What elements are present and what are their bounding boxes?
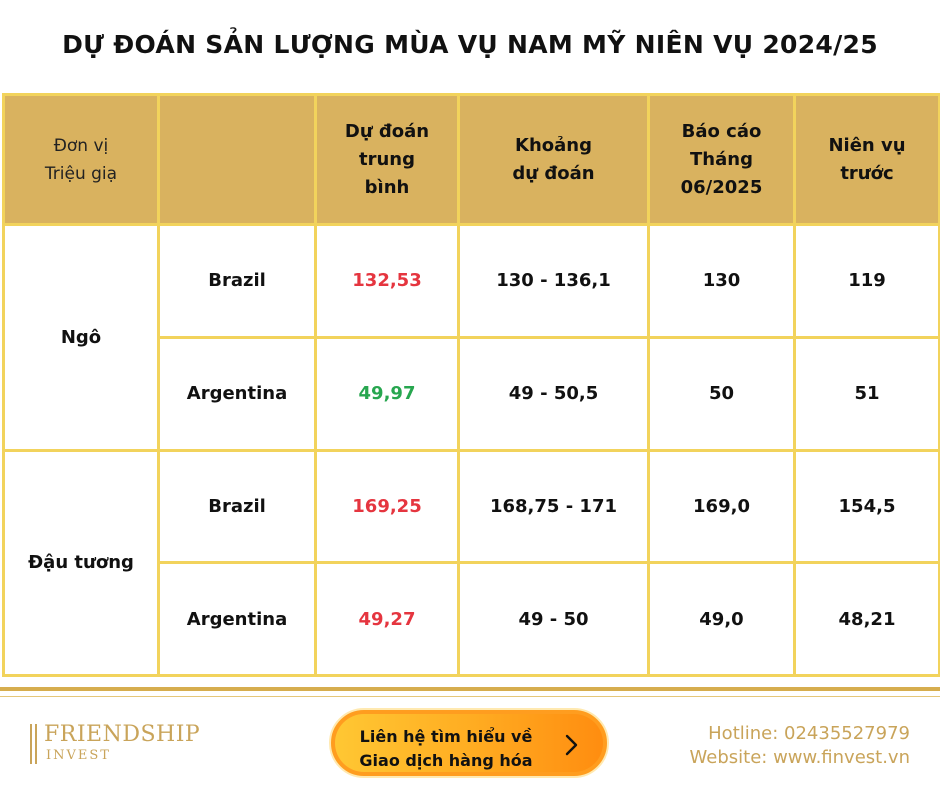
table-row: Ngô Brazil 132,53 130 - 136,1 130 119 bbox=[2, 223, 940, 452]
table-row: Argentina 49,27 49 - 50 49,0 48,21 bbox=[4, 561, 940, 677]
avg-cell: 49,97 bbox=[314, 335, 460, 452]
logo-bar bbox=[30, 724, 32, 764]
avg-cell: 49,27 bbox=[314, 561, 460, 677]
report-cell: 169,0 bbox=[647, 448, 796, 565]
prev-cell: 154,5 bbox=[793, 448, 940, 565]
website-text[interactable]: Website: www.finvest.vn bbox=[689, 747, 910, 768]
contact-info: Hotline: 02435527979 Website: www.finves… bbox=[690, 722, 910, 770]
commodity-cell: Ngô bbox=[2, 223, 160, 452]
report-cell: 50 bbox=[647, 335, 796, 452]
report-cell: 130 bbox=[647, 223, 796, 339]
unit-header: Đơn vị Triệu giạ bbox=[2, 93, 160, 226]
range-cell: 168,75 - 171 bbox=[457, 448, 650, 565]
country-cell: Argentina bbox=[157, 561, 317, 677]
header-text: Báo cáo bbox=[681, 120, 762, 142]
header-text: trước bbox=[840, 162, 894, 184]
table-row: Argentina 49,97 49 - 50,5 50 51 bbox=[4, 335, 940, 452]
unit-value: Triệu giạ bbox=[44, 163, 118, 184]
footer-divider bbox=[0, 687, 940, 691]
header-text: Khoảng bbox=[515, 134, 592, 156]
header-text: bình bbox=[364, 176, 410, 198]
cta-inner[interactable]: Liên hệ tìm hiểu về Giao dịch hàng hóa bbox=[335, 714, 603, 772]
range-cell: 130 - 136,1 bbox=[457, 223, 650, 339]
prev-cell: 51 bbox=[793, 335, 940, 452]
contact-cta-button[interactable]: Liên hệ tìm hiểu về Giao dịch hàng hóa bbox=[329, 708, 609, 778]
country-cell: Brazil bbox=[157, 223, 317, 339]
country-header bbox=[157, 93, 317, 226]
table-header-row: Đơn vị Triệu giạ Dự đoán trung bình Khoả… bbox=[2, 93, 940, 226]
header-text: 06/2025 bbox=[680, 176, 763, 198]
prev-season-header: Niên vụ trước bbox=[793, 93, 940, 226]
report-header: Báo cáo Tháng 06/2025 bbox=[647, 93, 796, 226]
commodity-cell: Đậu tương bbox=[2, 448, 160, 677]
avg-cell: 169,25 bbox=[314, 448, 460, 565]
footer-divider-thin bbox=[0, 696, 940, 697]
header-text: Tháng bbox=[690, 148, 753, 170]
prev-cell: 48,21 bbox=[793, 561, 940, 677]
report-cell: 49,0 bbox=[647, 561, 796, 677]
header-text: Dự đoán bbox=[344, 120, 430, 142]
cta-line-1: Liên hệ tìm hiểu về bbox=[359, 727, 533, 746]
prev-cell: 119 bbox=[793, 223, 940, 339]
chevron-right-icon bbox=[565, 734, 578, 756]
unit-label: Đơn vị bbox=[53, 135, 109, 156]
header-text: trung bbox=[359, 148, 415, 170]
range-header: Khoảng dự đoán bbox=[457, 93, 650, 226]
header-text: Niên vụ bbox=[828, 134, 906, 156]
page-title: DỰ ĐOÁN SẢN LƯỢNG MÙA VỤ NAM MỸ NIÊN VỤ … bbox=[62, 30, 878, 59]
logo-name: FRIENDSHIP bbox=[44, 722, 201, 747]
logo-bar bbox=[35, 724, 37, 764]
range-cell: 49 - 50,5 bbox=[457, 335, 650, 452]
country-cell: Argentina bbox=[157, 335, 317, 452]
avg-cell: 132,53 bbox=[314, 223, 460, 339]
logo-subtitle: INVEST bbox=[46, 748, 111, 763]
hotline-text: Hotline: 02435527979 bbox=[708, 723, 910, 744]
range-cell: 49 - 50 bbox=[457, 561, 650, 677]
table-row: Đậu tương Brazil 169,25 168,75 - 171 169… bbox=[2, 448, 940, 677]
avg-header: Dự đoán trung bình bbox=[314, 93, 460, 226]
forecast-table: Đơn vị Triệu giạ Dự đoán trung bình Khoả… bbox=[2, 93, 940, 677]
cta-line-2: Giao dịch hàng hóa bbox=[359, 751, 533, 770]
header-text: dự đoán bbox=[512, 162, 595, 184]
country-cell: Brazil bbox=[157, 448, 317, 565]
